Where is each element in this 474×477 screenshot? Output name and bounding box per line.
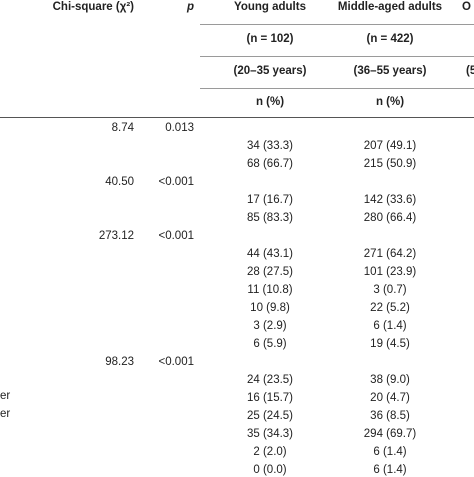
young-adults-cell: 10 (9.8) [250, 302, 290, 314]
middle-aged-cell: 3 (0.7) [373, 284, 407, 296]
middle-aged-cell: 22 (5.2) [370, 302, 410, 314]
header-rule-1 [200, 24, 474, 25]
young-adults-cell: 28 (27.5) [246, 266, 294, 278]
young-adults-cell: 3 (2.9) [253, 320, 287, 332]
middle-aged-cell: 294 (69.7) [363, 428, 417, 440]
row-label-fragment: er [0, 408, 11, 420]
young-adults-cell: 2 (2.0) [253, 446, 287, 458]
young-adults-cell: 35 (34.3) [246, 428, 294, 440]
middle-aged-cell: 207 (49.1) [363, 140, 417, 152]
chi-square-value: 98.23 [105, 356, 134, 368]
young-adults-cell: 34 (33.3) [246, 140, 294, 152]
middle-aged-cell: 142 (33.6) [363, 194, 417, 206]
middle-aged-cell: 101 (23.9) [363, 266, 417, 278]
header-p-value: p [186, 1, 194, 13]
young-adults-cell: 11 (10.8) [247, 284, 293, 296]
middle-aged-cell: 6 (1.4) [373, 464, 407, 476]
header-young-adults: Young adults [234, 1, 306, 13]
header-middle-n: (n = 422) [366, 33, 414, 45]
young-adults-cell: 68 (66.7) [246, 158, 294, 170]
middle-aged-cell: 6 (1.4) [373, 320, 407, 332]
header-bottom-rule [0, 117, 474, 118]
middle-aged-cell: 38 (9.0) [370, 374, 410, 386]
p-value: 0.013 [165, 122, 194, 134]
header-chi-square: Chi-square (χ²) [52, 1, 134, 13]
middle-aged-cell: 271 (64.2) [363, 248, 417, 260]
chi-square-value: 8.74 [111, 122, 134, 134]
chi-square-value: 40.50 [105, 176, 134, 188]
middle-aged-cell: 20 (4.7) [370, 392, 410, 404]
header-young-range: (20–35 years) [233, 65, 307, 77]
young-adults-cell: 16 (15.7) [246, 392, 294, 404]
p-value: <0.001 [158, 176, 195, 188]
p-value: <0.001 [158, 356, 195, 368]
header-rule-3 [200, 88, 474, 89]
middle-aged-cell: 19 (4.5) [370, 338, 410, 350]
header-young-unit: n (%) [255, 96, 285, 108]
header-middle-unit: n (%) [375, 96, 405, 108]
p-value: <0.001 [158, 230, 195, 242]
header-middle-aged-adults: Middle-aged adults [337, 1, 443, 13]
header-middle-range: (36–55 years) [353, 65, 427, 77]
young-adults-cell: 0 (0.0) [253, 464, 287, 476]
middle-aged-cell: 6 (1.4) [373, 446, 407, 458]
header-cut-column: O [462, 1, 471, 13]
row-label-fragment: er [0, 390, 11, 402]
young-adults-cell: 17 (16.7) [246, 194, 294, 206]
young-adults-cell: 6 (5.9) [253, 338, 287, 350]
young-adults-cell: 24 (23.5) [246, 374, 294, 386]
middle-aged-cell: 36 (8.5) [370, 410, 410, 422]
chi-square-value: 273.12 [98, 230, 134, 242]
header-young-n: (n = 102) [246, 33, 294, 45]
young-adults-cell: 25 (24.5) [246, 410, 294, 422]
young-adults-cell: 85 (83.3) [246, 212, 294, 224]
young-adults-cell: 44 (43.1) [246, 248, 294, 260]
middle-aged-cell: 215 (50.9) [363, 158, 417, 170]
header-rule-2 [200, 56, 474, 57]
middle-aged-cell: 280 (66.4) [363, 212, 417, 224]
header-cut-range: (5 [466, 65, 474, 77]
